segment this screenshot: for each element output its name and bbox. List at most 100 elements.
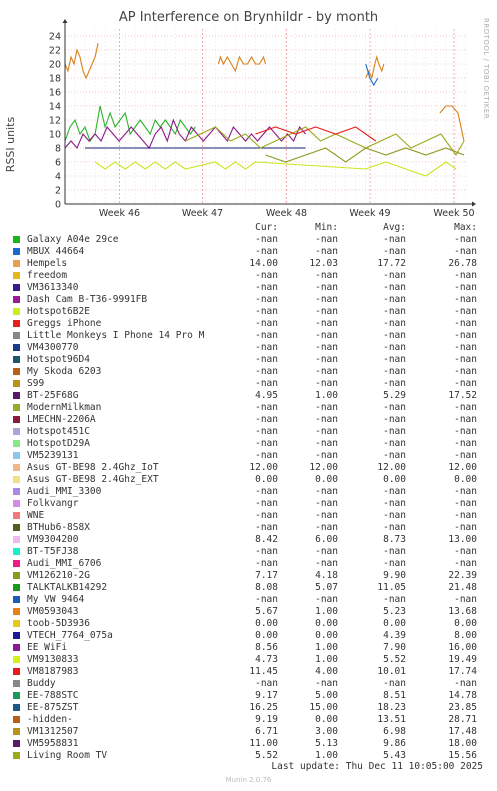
legend-cur: 4.73	[255, 654, 278, 665]
legend-max: -nan	[454, 486, 477, 497]
legend-avg: -nan	[383, 246, 406, 257]
legend-row: EE-875ZST 16.25 15.00 18.23 23.85	[0, 702, 497, 714]
legend-min: -nan	[315, 318, 338, 329]
legend-name: Hotspot6B2E	[27, 306, 90, 317]
legend-swatch	[13, 572, 20, 579]
legend-swatch	[13, 704, 20, 711]
y-axis-arrow	[62, 19, 68, 23]
legend-min: 4.00	[315, 666, 338, 677]
legend-row: Little Monkeys I Phone 14 Pro M -nan -nan -…	[0, 330, 497, 342]
legend-max: -nan	[454, 354, 477, 365]
legend-cur: 8.56	[255, 642, 278, 653]
legend-min: 5.07	[315, 582, 338, 593]
legend-avg: -nan	[383, 594, 406, 605]
legend-max: -nan	[454, 438, 477, 449]
legend-avg: -nan	[383, 414, 406, 425]
legend-row: Audi_MMI_3300 -nan -nan -nan -nan	[0, 486, 497, 498]
legend-max: 0.00	[454, 618, 477, 629]
legend-row: Dash Cam B-T36-9991FB -nan -nan -nan -nan	[0, 294, 497, 306]
legend-cur: -nan	[255, 366, 278, 377]
rrdtool-watermark-wrap: RRDTOOL / TOBI OETIKER	[482, 18, 494, 119]
legend-min: 5.00	[315, 690, 338, 701]
legend-name: Greggs iPhone	[27, 318, 102, 329]
legend-avg: 5.43	[383, 750, 406, 761]
legend-row: BT-T5FJ38 -nan -nan -nan -nan	[0, 546, 497, 558]
series-line-0	[64, 42, 99, 80]
legend-swatch	[13, 404, 20, 411]
legend-min: -nan	[315, 294, 338, 305]
legend: Galaxy A04e 29ce -nan -nan -nan -nan MBUX 446…	[0, 234, 497, 762]
legend-avg: 5.23	[383, 606, 406, 617]
legend-avg: 8.51	[383, 690, 406, 701]
legend-row: VM9304200 8.42 6.00 8.73 13.00	[0, 534, 497, 546]
legend-swatch	[13, 488, 20, 495]
legend-row: EE WiFi 8.56 1.00 7.90 16.00	[0, 642, 497, 654]
legend-swatch	[13, 596, 20, 603]
y-tick-label: 22	[49, 46, 61, 57]
legend-name: VM9304200	[27, 534, 79, 545]
legend-swatch	[13, 452, 20, 459]
legend-swatch	[13, 548, 20, 555]
legend-avg: -nan	[383, 378, 406, 389]
plot-area	[65, 29, 466, 204]
legend-max: 26.78	[448, 258, 477, 269]
legend-cur: -nan	[255, 450, 278, 461]
legend-max: -nan	[454, 450, 477, 461]
legend-row: BTHub6-8S8X -nan -nan -nan -nan	[0, 522, 497, 534]
legend-cur: -nan	[255, 558, 278, 569]
legend-avg: 17.72	[377, 258, 406, 269]
legend-max: -nan	[454, 246, 477, 257]
legend-min: 0.00	[315, 474, 338, 485]
y-tick-label: 2	[55, 186, 61, 197]
legend-min: -nan	[315, 546, 338, 557]
legend-swatch	[13, 656, 20, 663]
legend-max: 19.49	[448, 654, 477, 665]
legend-name: VM0593043	[27, 606, 79, 617]
legend-max: -nan	[454, 294, 477, 305]
legend-cur: -nan	[255, 426, 278, 437]
legend-cur: -nan	[255, 546, 278, 557]
legend-min: 3.00	[315, 726, 338, 737]
legend-avg: 0.00	[383, 474, 406, 485]
series-line-5	[94, 161, 457, 177]
legend-avg: -nan	[383, 366, 406, 377]
legend-name: MBUX 44664	[27, 246, 85, 257]
legend-min: 6.00	[315, 534, 338, 545]
legend-max: 22.39	[448, 570, 477, 581]
legend-name: Hotspot451C	[27, 426, 90, 437]
legend-name: VM126210-2G	[27, 570, 90, 581]
legend-row: VM5239131 -nan -nan -nan -nan	[0, 450, 497, 462]
chart-title: AP Interference on Brynhildr - by month	[118, 10, 379, 25]
legend-cur: -nan	[255, 510, 278, 521]
legend-max: -nan	[454, 342, 477, 353]
legend-avg: -nan	[383, 354, 406, 365]
legend-cur: 9.17	[255, 690, 278, 701]
y-tick-label: 10	[49, 130, 61, 141]
legend-row: TALKTALKB14292 8.08 5.07 11.05 21.48	[0, 582, 497, 594]
legend-name: VM1312507	[27, 726, 79, 737]
legend-max: -nan	[454, 270, 477, 281]
legend-name: Audi_MMI_6706	[27, 558, 102, 569]
legend-row: Asus GT-BE98 2.4Ghz_IoT 12.00 12.00 12.00 12…	[0, 462, 497, 474]
legend-name: VM4300770	[27, 342, 79, 353]
legend-max: -nan	[454, 558, 477, 569]
legend-min: 1.00	[315, 654, 338, 665]
y-tick-label: 8	[55, 144, 61, 155]
legend-row: Living Room TV 5.52 1.00 5.43 15.56	[0, 750, 497, 762]
legend-name: WNE	[27, 510, 45, 521]
series-line-10	[255, 126, 377, 142]
legend-row: S99 -nan -nan -nan -nan	[0, 378, 497, 390]
legend-swatch	[13, 296, 20, 303]
series-line-9	[439, 105, 465, 142]
legend-max: 16.00	[448, 642, 477, 653]
legend-row: VM9130833 4.73 1.00 5.52 19.49	[0, 654, 497, 666]
legend-swatch	[13, 584, 20, 591]
legend-swatch	[13, 284, 20, 291]
legend-row: Hotspot6B2E -nan -nan -nan -nan	[0, 306, 497, 318]
legend-name: My Skoda 6203	[27, 366, 102, 377]
legend-avg: -nan	[383, 294, 406, 305]
legend-max: -nan	[454, 510, 477, 521]
legend-cur: 0.00	[255, 474, 278, 485]
legend-min: 15.00	[309, 702, 338, 713]
y-tick-label: 4	[55, 172, 61, 183]
